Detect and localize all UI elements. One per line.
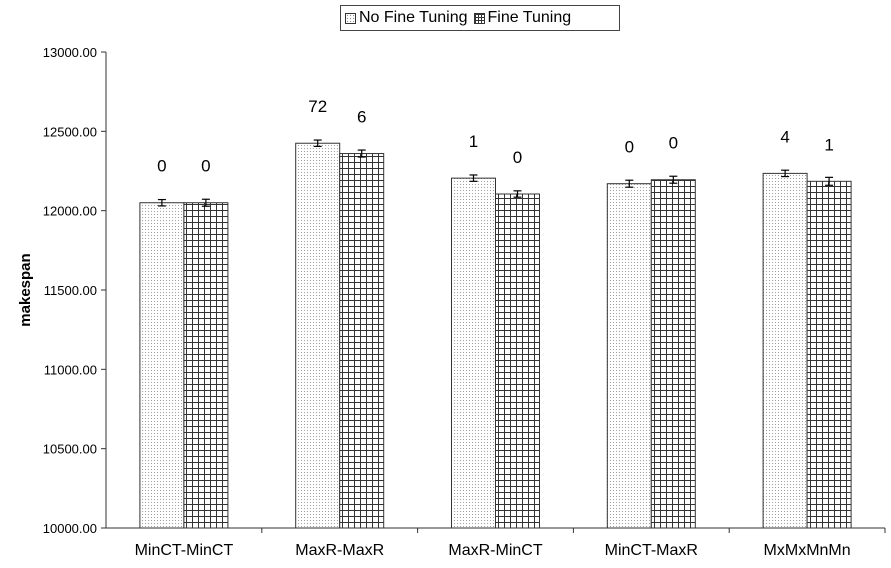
x-tick-label: MinCT-MaxR bbox=[605, 542, 698, 559]
data-label: 0 bbox=[625, 138, 634, 157]
legend-label-fine-tuning: Fine Tuning bbox=[487, 9, 572, 26]
x-tick-label: MaxR-MinCT bbox=[448, 542, 542, 559]
legend-swatch-grid bbox=[473, 12, 485, 24]
bar bbox=[339, 153, 385, 529]
legend-swatch-dots bbox=[345, 12, 356, 24]
bar bbox=[606, 183, 652, 529]
bar bbox=[183, 202, 229, 529]
data-label: 0 bbox=[157, 157, 166, 176]
data-label: 0 bbox=[669, 134, 678, 153]
bar bbox=[650, 179, 696, 529]
data-label: 1 bbox=[469, 132, 478, 151]
bar bbox=[806, 180, 852, 529]
legend: No Fine Tuning Fine Tuning bbox=[340, 5, 620, 31]
data-label: 0 bbox=[513, 148, 522, 167]
data-label: 72 bbox=[308, 97, 327, 116]
y-tick-label: 13000.00 bbox=[43, 45, 97, 60]
bar bbox=[295, 142, 341, 529]
x-tick-label: MxMxMnMn bbox=[764, 542, 851, 559]
y-tick-label: 12500.00 bbox=[43, 124, 97, 139]
bar bbox=[762, 172, 808, 529]
y-tick-label: 10000.00 bbox=[43, 521, 97, 536]
x-tick-label: MaxR-MaxR bbox=[295, 542, 384, 559]
y-axis-title: makespan bbox=[17, 253, 34, 326]
x-tick-label: MinCT-MinCT bbox=[135, 542, 234, 559]
data-label: 4 bbox=[780, 127, 789, 146]
y-tick-label: 10500.00 bbox=[43, 442, 97, 457]
bar bbox=[139, 202, 185, 529]
axes: 10000.00 10500.00 11000.00 11500.00 12000.00… bbox=[17, 45, 886, 559]
legend-item-fine-tuning: Fine Tuning bbox=[473, 9, 572, 27]
bars bbox=[139, 139, 852, 529]
y-tick-label: 11500.00 bbox=[44, 283, 97, 298]
data-label: 0 bbox=[201, 157, 210, 176]
labels: 0 0 72 6 1 0 0 0 4 1 bbox=[157, 97, 834, 176]
legend-label-no-fine-tuning: No Fine Tuning bbox=[359, 9, 468, 26]
data-label: 6 bbox=[357, 108, 366, 127]
data-label: 1 bbox=[824, 135, 833, 154]
legend-item-no-fine-tuning: No Fine Tuning bbox=[345, 9, 468, 27]
y-tick-label: 12000.00 bbox=[43, 204, 97, 219]
bar bbox=[495, 193, 540, 529]
bar bbox=[451, 177, 496, 529]
y-tick-label: 11000.00 bbox=[44, 362, 97, 377]
